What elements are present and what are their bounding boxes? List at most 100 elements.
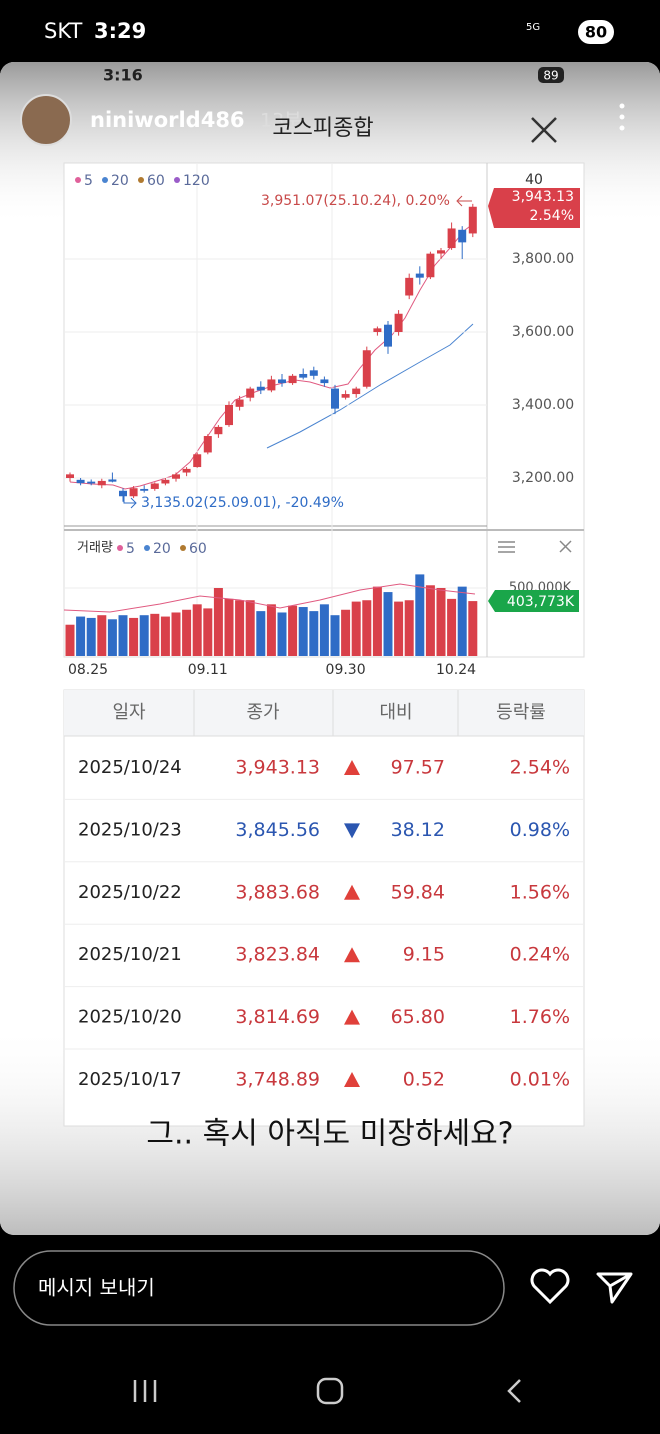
candle-body <box>278 379 286 384</box>
volume-bar <box>288 605 298 656</box>
axis-top-label: 40 <box>525 172 543 188</box>
volume-bar <box>266 604 276 656</box>
candle-body <box>256 386 265 391</box>
up-arrow <box>344 1009 360 1025</box>
candle-body <box>267 379 276 391</box>
volume-bar <box>372 586 382 656</box>
volume-bar <box>425 585 435 656</box>
close-cell: 3,883.68 <box>235 881 320 903</box>
battery <box>578 20 614 44</box>
close-cell: 3,814.69 <box>235 1006 320 1028</box>
close-icon[interactable] <box>531 117 557 143</box>
candle-body <box>405 277 414 296</box>
change-cell: 38.12 <box>391 819 445 841</box>
volume-bar <box>235 600 245 656</box>
inner-clock: 3:16 <box>103 66 143 85</box>
send-icon[interactable] <box>596 1272 633 1304</box>
volume-bar <box>203 608 213 656</box>
change-cell: 65.80 <box>391 1006 445 1028</box>
candle-body <box>384 324 392 347</box>
legend-dot <box>75 177 81 183</box>
username[interactable]: niniworld486 <box>90 108 245 132</box>
chart-frame <box>63 162 585 658</box>
date-cell: 2025/10/20 <box>78 1007 182 1028</box>
volume-bar <box>97 615 107 656</box>
nav-back[interactable] <box>507 1379 521 1403</box>
candle-body <box>373 328 382 332</box>
candle-body <box>203 436 212 453</box>
candle-body <box>320 379 329 384</box>
x-tick-label: 08.25 <box>68 662 108 678</box>
nav-home[interactable] <box>316 1377 344 1405</box>
candle-body <box>161 479 170 484</box>
volume-bar <box>224 598 234 656</box>
candle-body <box>246 388 255 398</box>
volume-bar <box>160 616 170 656</box>
volume-bar <box>256 611 266 656</box>
legend-label: 5 <box>126 541 135 557</box>
story-age: 13분 <box>260 110 302 132</box>
close-pane-icon[interactable] <box>559 540 572 553</box>
candle-body <box>299 373 308 378</box>
menu-icon[interactable] <box>498 541 515 553</box>
candle-body <box>415 273 424 278</box>
nav-recents[interactable] <box>133 1380 157 1402</box>
up-arrow <box>344 1072 360 1087</box>
volume-bar <box>351 601 361 656</box>
rate-cell: 0.24% <box>510 944 570 966</box>
date-cell: 2025/10/24 <box>78 757 182 778</box>
change-cell: 9.15 <box>403 944 445 966</box>
candle-body <box>331 388 339 409</box>
legend-label: 20 <box>111 173 129 189</box>
volume-bar <box>192 604 202 656</box>
rate-cell: 0.98% <box>510 819 570 841</box>
volume-bar <box>436 588 446 656</box>
table-header-cell: 종가 <box>246 702 279 723</box>
candle-body <box>341 394 350 398</box>
legend-dot <box>144 545 150 551</box>
candle-body <box>182 468 191 473</box>
price-tag <box>488 188 580 228</box>
y-tick-label: 3,400.00 <box>512 397 574 413</box>
rate-cell: 0.01% <box>510 1069 570 1091</box>
volume-bar <box>362 600 372 656</box>
legend-label: 60 <box>189 541 207 557</box>
candle-body <box>437 250 445 254</box>
volume-bar <box>330 615 340 656</box>
volume-bar <box>298 607 308 656</box>
candle-body <box>76 479 85 484</box>
network: 5G <box>526 22 540 33</box>
volume-bar <box>150 613 160 656</box>
candle-body <box>87 481 96 484</box>
volume-bar <box>65 624 75 656</box>
legend-dot <box>102 177 108 183</box>
volume-bar <box>129 617 139 656</box>
close-cell: 3,823.84 <box>235 944 320 966</box>
x-tick-label: 09.11 <box>188 662 228 678</box>
arrow <box>123 494 137 509</box>
avatar[interactable] <box>20 94 72 146</box>
candle-body <box>458 229 467 243</box>
more-menu[interactable] <box>619 103 625 131</box>
inner-battery <box>538 67 564 83</box>
like-icon[interactable] <box>530 1268 570 1305</box>
candle-body <box>426 253 435 278</box>
close-cell: 3,845.56 <box>235 819 320 841</box>
legend-dot <box>117 545 123 551</box>
candle-body <box>225 405 233 426</box>
volume-bar <box>213 588 223 656</box>
volume-bar <box>468 601 478 656</box>
arrow <box>456 195 472 207</box>
table-header-dividers <box>64 690 584 737</box>
candle-body <box>150 483 159 489</box>
message-placeholder: 메시지 보내기 <box>38 1276 155 1300</box>
volume-bar <box>319 604 329 656</box>
candle-body <box>97 480 106 486</box>
date-cell: 2025/10/17 <box>78 1069 182 1090</box>
rate-cell: 1.56% <box>510 881 570 903</box>
table-header-cell: 일자 <box>112 702 146 723</box>
page-title: 코스피종합 <box>272 116 373 141</box>
carrier: SKT <box>44 19 82 43</box>
x-tick-label: 09.30 <box>326 662 366 678</box>
message-input[interactable] <box>13 1250 505 1326</box>
